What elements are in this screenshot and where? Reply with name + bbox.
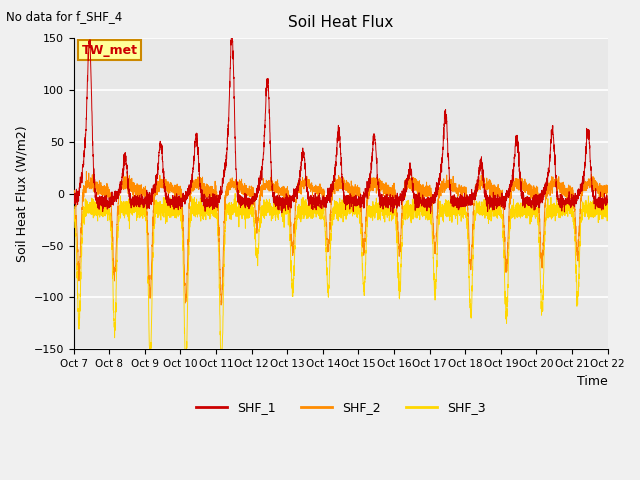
SHF_3 [166,204,173,209]
SHF_3 [461,208,468,214]
SHF_2 [70,193,77,199]
SHF_3 [604,213,612,219]
Title: Soil Heat Flux: Soil Heat Flux [288,15,394,30]
SHF_1 [431,200,438,206]
Text: No data for f_SHF_4: No data for f_SHF_4 [6,10,123,23]
SHF_3 [231,191,239,196]
SHF_3 [146,347,154,352]
SHF_2 [604,185,611,191]
X-axis label: Time: Time [577,374,608,387]
SHF_1 [604,196,611,202]
SHF_1 [461,190,468,196]
SHF_2 [604,190,612,195]
SHF_2 [491,185,499,191]
SHF_1 [70,198,77,204]
SHF_2 [431,251,438,256]
SHF_1 [227,35,235,41]
SHF_2 [83,168,90,174]
Line: SHF_1: SHF_1 [74,38,608,213]
SHF_3 [321,216,328,222]
SHF_1 [166,197,173,203]
SHF_3 [431,286,438,292]
SHF_1 [604,199,612,205]
SHF_2 [218,302,225,308]
SHF_1 [321,203,328,208]
Text: TW_met: TW_met [82,44,138,57]
Line: SHF_3: SHF_3 [74,193,608,349]
Legend: SHF_1, SHF_2, SHF_3: SHF_1, SHF_2, SHF_3 [191,396,490,419]
SHF_3 [70,213,77,218]
SHF_1 [427,210,435,216]
SHF_3 [491,200,499,206]
SHF_3 [604,218,611,224]
Line: SHF_2: SHF_2 [74,171,608,305]
Y-axis label: Soil Heat Flux (W/m2): Soil Heat Flux (W/m2) [15,125,28,262]
SHF_2 [166,190,173,196]
SHF_1 [491,201,499,207]
SHF_2 [461,187,468,192]
SHF_2 [321,199,328,205]
